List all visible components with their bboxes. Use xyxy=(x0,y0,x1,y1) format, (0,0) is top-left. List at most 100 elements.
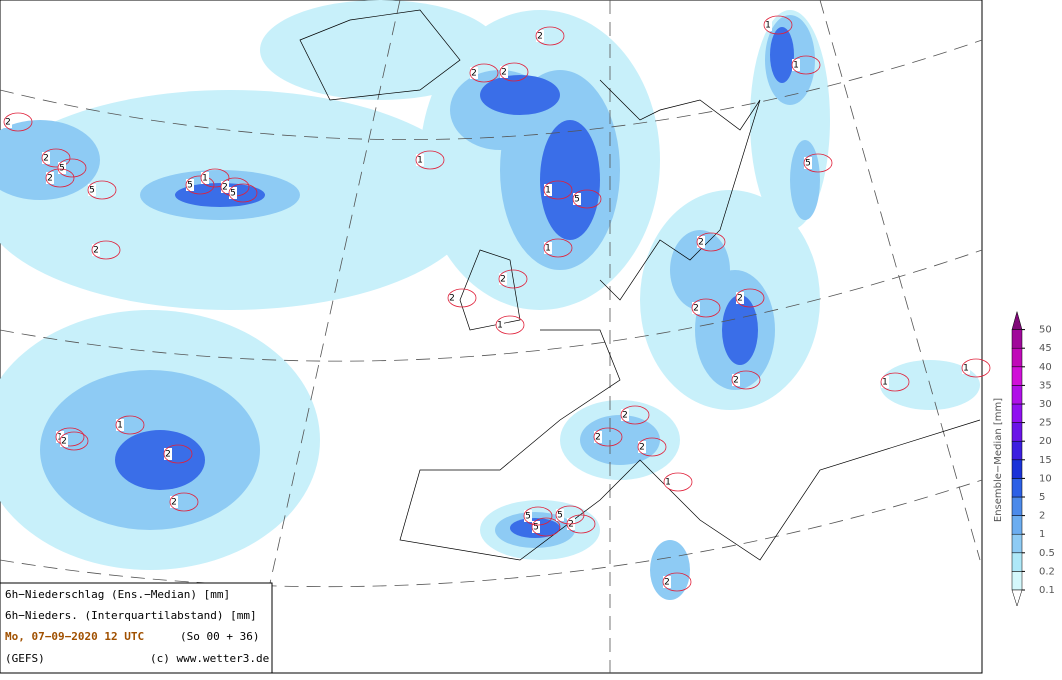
contour-label: 2 xyxy=(639,443,645,453)
contour-label: 5 xyxy=(574,195,580,205)
colorbar-swatch xyxy=(1011,403,1023,423)
contour-label-bg xyxy=(544,184,552,196)
contour-label-bg xyxy=(42,152,50,164)
contour-label: 2 xyxy=(93,246,99,256)
contour-label-bg xyxy=(792,59,800,71)
contour-line xyxy=(499,62,529,82)
legend-frame xyxy=(0,582,273,674)
colorbar-label: 2 xyxy=(1039,511,1045,522)
contour-label: 1 xyxy=(665,478,671,488)
contour-label-bg xyxy=(499,273,507,285)
colorbar-label: 10 xyxy=(1039,473,1052,484)
contour-label: 1 xyxy=(497,321,503,331)
map: 2255512522122122221511221221522222112525… xyxy=(0,0,991,674)
contour-label: 2 xyxy=(500,275,506,285)
contour-label-bg xyxy=(448,292,456,304)
contour-label: 5 xyxy=(230,189,236,199)
contour-label: 2 xyxy=(737,294,743,304)
contour-line xyxy=(228,183,258,203)
legend-box: 6h−Niederschlag (Ens.−Median) [mm] 6h−Ni… xyxy=(0,582,273,674)
legend-line: (So 00 + 36) xyxy=(180,630,259,643)
contour-labels: 2255512522122122221511221221522222112525… xyxy=(3,15,991,592)
contour-line xyxy=(163,444,193,464)
contour-label-bg xyxy=(524,510,532,522)
legend-line: 6h−Niederschlag (Ens.−Median) [mm] xyxy=(5,588,230,601)
colorbar-label: 0.2 xyxy=(1039,566,1055,577)
colorbar-label: 1 xyxy=(1039,529,1045,540)
contour-label-bg xyxy=(58,162,66,174)
contour-label-bg xyxy=(92,244,100,256)
contour-label-bg xyxy=(500,66,508,78)
coastline xyxy=(299,9,981,561)
contour-label-bg xyxy=(496,319,504,331)
contour-label-bg xyxy=(594,431,602,443)
contour-label-bg xyxy=(664,476,672,488)
contour-label: 2 xyxy=(222,183,228,193)
contour-line xyxy=(3,112,33,132)
contour-label: 2 xyxy=(733,376,739,386)
contour-label-bg xyxy=(556,509,564,521)
colorbar-under xyxy=(1011,589,1023,607)
colorbar-label: 0.1 xyxy=(1039,585,1055,596)
contour-label: 1 xyxy=(202,174,208,184)
contour-label-bg xyxy=(638,441,646,453)
contour-line xyxy=(637,437,667,457)
contour-label: 2 xyxy=(449,294,455,304)
contour-label: 2 xyxy=(471,69,477,79)
contour-line xyxy=(620,405,650,425)
contour-label: 2 xyxy=(5,118,11,128)
contour-line xyxy=(45,168,75,188)
contour-label-bg xyxy=(736,292,744,304)
contour-line xyxy=(735,288,765,308)
contour-label: 2 xyxy=(595,433,601,443)
contour-label: 1 xyxy=(117,421,123,431)
colorbar-swatch xyxy=(1011,347,1023,368)
contour-line xyxy=(662,572,692,592)
contour-label-bg xyxy=(186,179,194,191)
contour-label: 2 xyxy=(47,174,53,184)
contour-label: 2 xyxy=(568,520,574,530)
contour-label-bg xyxy=(532,521,540,533)
contour-line xyxy=(572,189,602,209)
colorbar-swatch xyxy=(1011,571,1023,591)
graticule xyxy=(0,0,983,674)
contour-line xyxy=(59,431,89,451)
contour-label-bg xyxy=(764,19,772,31)
contour-label-bg xyxy=(170,496,178,508)
contour-line xyxy=(880,372,910,392)
colorbar-label: 40 xyxy=(1039,362,1052,373)
colorbar-swatch xyxy=(1011,552,1023,572)
colorbar-swatch xyxy=(1011,422,1023,442)
colorbar-label: 30 xyxy=(1039,399,1052,410)
contour-label: 2 xyxy=(698,238,704,248)
colorbar-label: 50 xyxy=(1039,325,1052,336)
colorbar-label: 5 xyxy=(1039,492,1045,503)
contour-line xyxy=(495,315,525,335)
contour-label-bg xyxy=(470,67,478,79)
contour-line xyxy=(791,55,821,75)
contour-label-bg xyxy=(4,116,12,128)
contour-label: 1 xyxy=(765,21,771,31)
contour-label-bg xyxy=(416,154,424,166)
contour-line xyxy=(91,240,121,260)
contour-label: 2 xyxy=(693,304,699,314)
contour-label: 2 xyxy=(537,32,543,42)
contour-label-bg xyxy=(88,184,96,196)
contour-label: 1 xyxy=(793,61,799,71)
contour-line xyxy=(535,26,565,46)
contour-label-bg xyxy=(221,181,229,193)
contour-label-bg xyxy=(621,409,629,421)
contour-line xyxy=(55,427,85,447)
contour-label: 1 xyxy=(545,244,551,254)
colorbar-swatch xyxy=(1011,366,1023,386)
contour-label: 5 xyxy=(805,159,811,169)
contour-line xyxy=(447,288,477,308)
contour-label-bg xyxy=(201,172,209,184)
contour-line xyxy=(691,298,721,318)
contour-label: 2 xyxy=(501,68,507,78)
contour-label: 2 xyxy=(664,578,670,588)
legend-line: 6h−Nieders. (Interquartilabstand) [mm] xyxy=(5,609,257,622)
contour-label: 2 xyxy=(61,437,67,447)
